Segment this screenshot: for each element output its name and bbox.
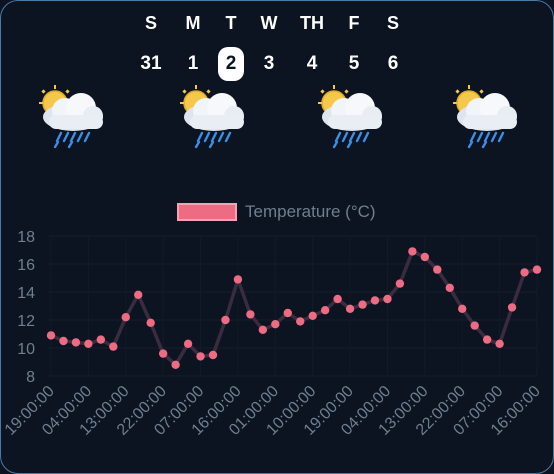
data-point — [183, 339, 193, 348]
data-point — [109, 342, 118, 351]
forecast-icons-row — [1, 83, 553, 153]
date-number[interactable]: 4 — [306, 53, 318, 74]
week-day-selector: S 31 M 1 T 2 W 3 TH 4 F 5 S 6 — [131, 11, 421, 81]
day-of-week-label: TH — [300, 13, 324, 33]
y-tick-label: 10 — [17, 341, 35, 358]
day-of-week-label: F — [348, 13, 360, 33]
data-point — [71, 338, 81, 347]
data-point — [420, 252, 430, 262]
data-point — [96, 335, 106, 344]
data-point — [208, 350, 218, 360]
data-point — [171, 360, 180, 369]
date-number[interactable]: 1 — [187, 53, 199, 74]
y-tick-label: 18 — [17, 229, 35, 246]
y-tick-label: 14 — [17, 285, 35, 302]
legend-swatch — [177, 203, 237, 221]
data-point — [408, 247, 417, 256]
sun-behind-rain-cloud-icon — [314, 83, 390, 153]
data-point — [532, 265, 542, 274]
data-point — [495, 339, 504, 348]
data-point — [482, 335, 492, 344]
day-of-week-label: S — [144, 13, 157, 33]
data-point — [333, 294, 342, 304]
data-point — [146, 318, 155, 327]
data-point — [84, 339, 93, 348]
data-point — [320, 306, 330, 315]
temperature-series-line — [50, 249, 538, 367]
data-point — [470, 321, 479, 330]
day-of-week-label: W — [260, 13, 278, 33]
day-of-week-label: M — [185, 13, 201, 33]
data-point — [158, 349, 168, 358]
y-tick-label: 12 — [17, 313, 35, 330]
data-point — [383, 294, 392, 304]
data-point — [370, 296, 380, 305]
data-point — [121, 313, 130, 322]
data-point — [233, 275, 243, 284]
data-point — [134, 290, 143, 299]
day-of-week-label: S — [386, 13, 399, 33]
data-point — [433, 265, 442, 274]
data-point — [221, 315, 230, 325]
day-4[interactable]: TH 4 — [292, 11, 332, 81]
date-number[interactable]: 31 — [140, 53, 162, 74]
day-of-week-label: T — [225, 13, 237, 33]
y-tick-label: 16 — [17, 257, 35, 274]
sun-behind-rain-cloud-icon — [176, 83, 252, 153]
y-tick-label: 8 — [26, 369, 35, 386]
data-point — [46, 331, 56, 340]
day-0[interactable]: S 31 — [131, 11, 171, 81]
chart-legend[interactable]: Temperature (°C) — [177, 201, 376, 223]
legend-label: Temperature (°C) — [245, 202, 376, 221]
selected-date[interactable]: 2 — [218, 47, 244, 81]
date-number[interactable]: 6 — [387, 53, 399, 74]
date-number[interactable]: 5 — [348, 53, 360, 74]
sun-behind-rain-cloud-icon — [449, 83, 525, 153]
data-point — [59, 336, 68, 346]
date-number[interactable]: 3 — [263, 53, 275, 74]
data-point — [246, 310, 255, 319]
data-point — [283, 308, 292, 318]
data-point — [445, 283, 454, 292]
sun-behind-rain-cloud-icon — [35, 83, 111, 153]
data-point — [271, 320, 280, 329]
data-point — [395, 279, 405, 288]
data-point — [196, 352, 205, 361]
data-point — [520, 268, 529, 277]
data-point — [258, 325, 268, 334]
data-point — [308, 311, 317, 320]
data-point — [296, 317, 305, 326]
data-point — [507, 303, 517, 312]
data-point — [358, 300, 367, 309]
data-point — [345, 304, 355, 313]
temperature-line-chart: 8101214161819:00:0004:00:0013:00:0022:00… — [2, 229, 544, 439]
data-point — [458, 304, 467, 313]
